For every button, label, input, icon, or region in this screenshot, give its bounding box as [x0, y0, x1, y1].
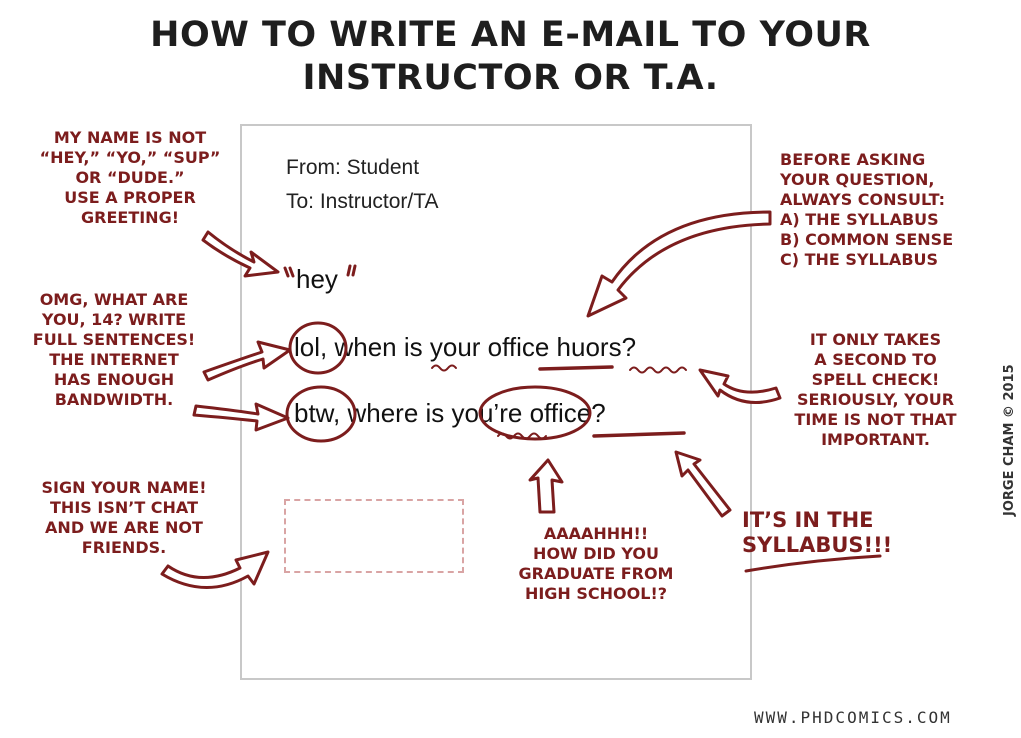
squiggle-youre [497, 432, 547, 440]
arrow-greeting [201, 230, 280, 278]
arrow-consult-syllabus [586, 210, 772, 318]
arrow-btw [192, 402, 290, 432]
note-high-school: AAAAHHH!! HOW DID YOU GRADUATE FROM HIGH… [518, 524, 674, 603]
greeting-quote-right [346, 264, 357, 277]
signature-placeholder [284, 499, 464, 573]
underline-office-1 [538, 365, 614, 371]
email-line-office-hours: lol, when is your office huors? [294, 332, 636, 363]
email-card [240, 124, 752, 680]
site-url: WWW.PHDCOMICS.COM [754, 708, 952, 727]
circle-btw [285, 385, 357, 443]
arrow-lol [202, 340, 292, 382]
email-to: To: Instructor/TA [286, 190, 439, 213]
comic-title: HOW TO WRITE AN E-MAIL TO YOUR INSTRUCTO… [150, 15, 871, 98]
email-greeting: hey [296, 264, 338, 294]
arrow-signature [160, 550, 270, 589]
word-btw: btw, [294, 398, 341, 428]
arrow-spell-check [698, 368, 782, 404]
note-full-sentences: OMG, WHAT ARE YOU, 14? WRITE FULL SENTEN… [32, 290, 196, 409]
note-spell-check: IT ONLY TAKES A SECOND TO SPELL CHECK! S… [794, 330, 957, 449]
squiggle-huors [629, 366, 687, 374]
note-greeting: MY NAME IS NOT “HEY,” “YO,” “SUP” OR “DU… [39, 128, 221, 227]
note-sign-name: SIGN YOUR NAME! THIS ISN’T CHAT AND WE A… [41, 478, 207, 557]
underline-syllabus [744, 554, 882, 573]
arrow-its-in-syllabus [674, 450, 732, 518]
squiggle-is [431, 364, 457, 372]
line2-mid: where is [340, 398, 452, 428]
note-its-in-syllabus: IT’S IN THE SYLLABUS!!! [742, 508, 893, 557]
note-consult-syllabus: BEFORE ASKING YOUR QUESTION, ALWAYS CONS… [780, 150, 954, 269]
line2-end: office? [522, 398, 606, 428]
circle-youre [478, 385, 592, 441]
circle-lol [288, 321, 348, 375]
word-lol: lol, [294, 332, 328, 362]
line1-rest: when is your office huors? [327, 332, 637, 362]
word-youre: you’re [451, 398, 523, 428]
greeting-quote-left [283, 266, 295, 278]
arrow-high-school [528, 458, 564, 514]
underline-office-2 [592, 431, 686, 438]
email-line-office-location: btw, where is you’re office? [294, 398, 606, 429]
email-from: From: Student [286, 156, 420, 179]
